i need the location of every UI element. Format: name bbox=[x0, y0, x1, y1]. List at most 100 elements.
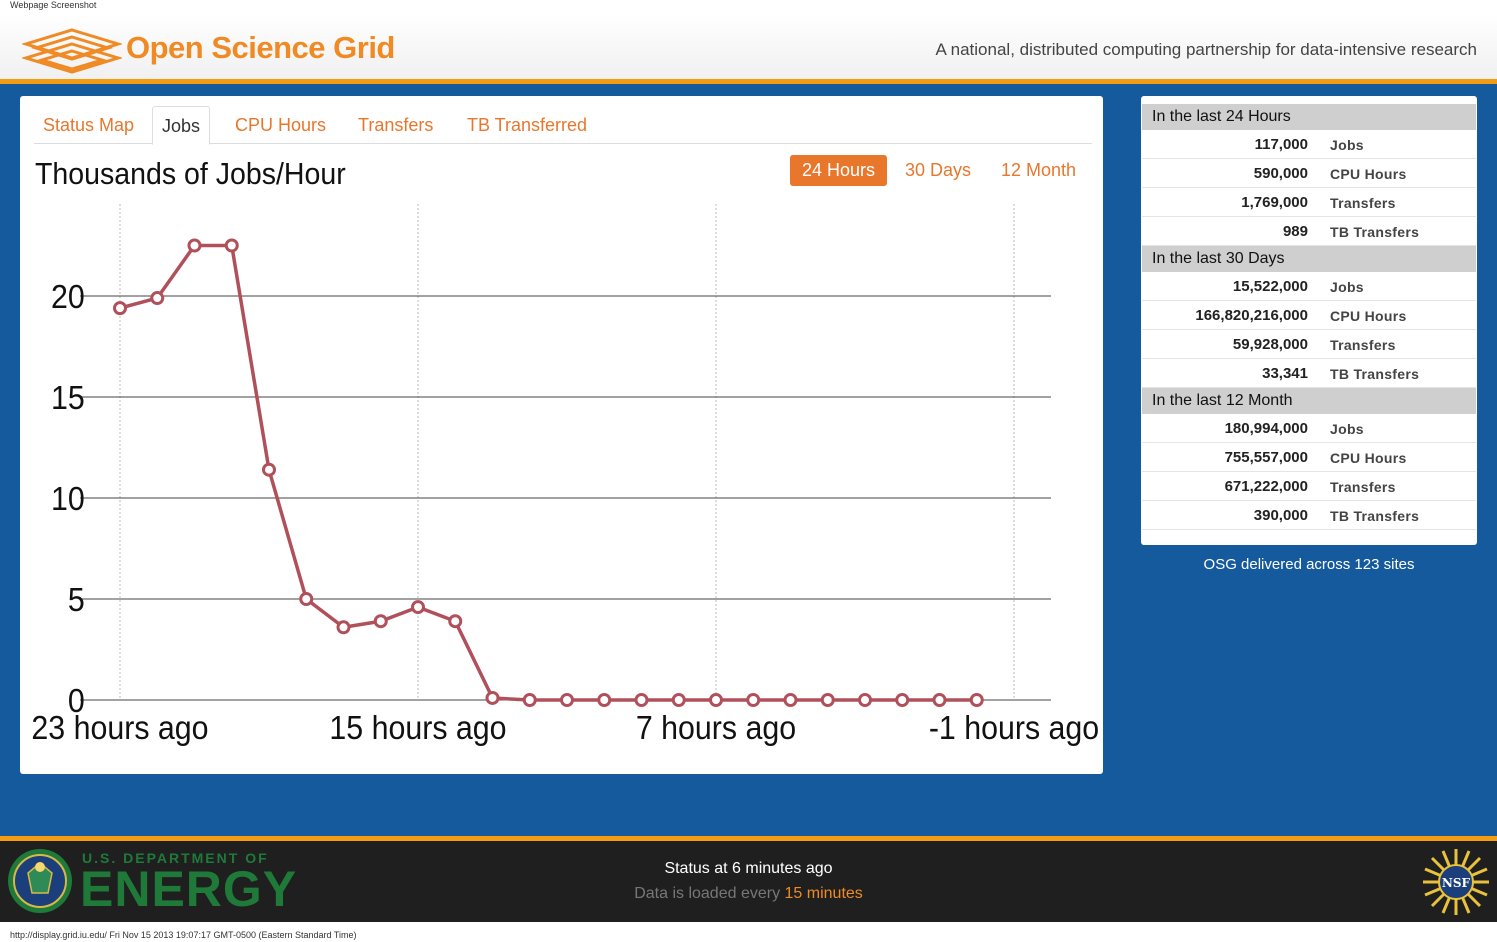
data-point bbox=[150, 291, 165, 306]
data-point bbox=[783, 693, 798, 707]
stat-label: TB Transfers bbox=[1330, 366, 1420, 382]
stat-row: 166,820,216,000 CPU Hours bbox=[1142, 301, 1476, 330]
stat-label: Jobs bbox=[1330, 279, 1364, 295]
stat-value: 989 bbox=[1282, 223, 1308, 240]
stat-value: 33,341 bbox=[1262, 365, 1308, 382]
y-tick-label: 5 bbox=[68, 581, 85, 618]
data-point bbox=[262, 462, 276, 477]
sites-note: OSG delivered across 123 sites bbox=[1203, 556, 1415, 573]
data-point bbox=[448, 614, 463, 629]
stat-label: CPU Hours bbox=[1330, 450, 1407, 466]
range-30-days-button[interactable]: 30 Days bbox=[905, 160, 972, 180]
data-point bbox=[373, 614, 388, 629]
site-header: Open Science Grid A national, distribute… bbox=[0, 14, 1497, 80]
refresh-note: Data is loaded every 15 minutes bbox=[0, 885, 1497, 903]
tab-jobs[interactable]: Jobs bbox=[152, 106, 211, 145]
data-point bbox=[522, 693, 537, 707]
nsf-logo-icon[interactable]: NSF bbox=[1421, 847, 1491, 917]
stat-row: 33,341 TB Transfers bbox=[1142, 359, 1476, 388]
stat-value: 755,557,000 bbox=[1224, 449, 1308, 466]
data-point bbox=[411, 600, 425, 615]
data-point bbox=[671, 693, 686, 707]
stat-value: 671,222,000 bbox=[1224, 478, 1308, 495]
stats-panel: In the last 24 Hours 117,000 Jobs 590,000 CP… bbox=[1141, 96, 1477, 545]
stat-row: 1,769,000 Transfers bbox=[1142, 188, 1476, 217]
tab-tb-transferred[interactable]: TB Transferred bbox=[467, 115, 588, 135]
series-line bbox=[119, 243, 977, 702]
stat-row: 989 TB Transfers bbox=[1142, 217, 1476, 246]
y-tick-label: 15 bbox=[51, 379, 85, 416]
x-tick-label: 15 hours ago bbox=[329, 709, 506, 746]
range-24-hours-button[interactable]: 24 Hours bbox=[790, 155, 888, 186]
y-tick-label: 20 bbox=[51, 278, 85, 315]
tab-cpu-hours[interactable]: CPU Hours bbox=[235, 115, 327, 135]
tab-transfers[interactable]: Transfers bbox=[358, 115, 434, 135]
screenshot-caption: Webpage Screenshot bbox=[10, 0, 97, 10]
brand-name[interactable]: Open Science Grid bbox=[126, 30, 395, 65]
stat-row: 180,994,000 Jobs bbox=[1142, 414, 1476, 443]
stat-label: CPU Hours bbox=[1330, 308, 1407, 324]
tab-bar: Status Map Jobs CPU Hours Transfers TB T… bbox=[34, 106, 1092, 145]
stats-section-heading: In the last 30 Days bbox=[1142, 246, 1476, 272]
stats-section-heading: In the last 24 Hours bbox=[1142, 104, 1476, 130]
refresh-interval: 15 minutes bbox=[784, 885, 863, 902]
data-point bbox=[820, 693, 835, 707]
stat-label: Jobs bbox=[1330, 137, 1364, 153]
stat-label: TB Transfers bbox=[1330, 224, 1420, 240]
stat-label: TB Transfers bbox=[1330, 508, 1420, 524]
stat-value: 390,000 bbox=[1253, 507, 1308, 524]
x-tick-label: -1 hours ago bbox=[929, 709, 1099, 746]
data-point bbox=[113, 301, 127, 316]
doe-department-label: U.S. DEPARTMENT OF bbox=[82, 850, 269, 866]
stat-value: 15,522,000 bbox=[1232, 278, 1308, 295]
stat-value: 117,000 bbox=[1254, 136, 1308, 153]
stat-value: 1,769,000 bbox=[1241, 194, 1308, 211]
data-point bbox=[560, 693, 574, 707]
stat-row: 390,000 TB Transfers bbox=[1142, 501, 1476, 530]
data-point bbox=[969, 693, 984, 707]
jobs-line-chart: 0 5 10 15 20 23 hours ago 15 hours ago 7 hours … bbox=[31, 204, 1099, 746]
data-point bbox=[336, 620, 351, 635]
range-12-month-button[interactable]: 12 Month bbox=[1001, 160, 1077, 180]
stat-value: 180,994,000 bbox=[1224, 420, 1308, 437]
data-point bbox=[187, 238, 202, 253]
refresh-prefix: Data is loaded every bbox=[634, 885, 785, 902]
stat-label: Transfers bbox=[1330, 337, 1396, 353]
stat-row: 671,222,000 Transfers bbox=[1142, 472, 1476, 501]
stat-row: 59,928,000 Transfers bbox=[1142, 330, 1476, 359]
site-footer: U.S. DEPARTMENT OF ENERGY Status at 6 mi… bbox=[0, 841, 1497, 922]
status-text: Status at 6 minutes ago bbox=[664, 860, 833, 877]
x-tick-label: 23 hours ago bbox=[31, 709, 208, 746]
data-point bbox=[895, 693, 910, 707]
stats-section-heading: In the last 12 Month bbox=[1142, 388, 1476, 414]
chart-title: Thousands of Jobs/Hour bbox=[35, 156, 346, 191]
y-tick-label: 0 bbox=[68, 682, 85, 719]
osg-logo-icon[interactable] bbox=[22, 26, 122, 76]
tab-status-map[interactable]: Status Map bbox=[43, 115, 135, 135]
x-tick-label: 7 hours ago bbox=[636, 709, 796, 746]
doe-seal-icon[interactable] bbox=[6, 847, 74, 915]
stat-label: CPU Hours bbox=[1330, 166, 1407, 182]
stat-value: 59,928,000 bbox=[1232, 336, 1308, 353]
y-tick-label: 10 bbox=[51, 480, 85, 517]
data-point bbox=[858, 693, 872, 707]
doe-energy-wordmark[interactable]: ENERGY bbox=[80, 861, 298, 917]
stat-label: Transfers bbox=[1330, 479, 1396, 495]
stat-row: 755,557,000 CPU Hours bbox=[1142, 443, 1476, 472]
stat-value: 590,000 bbox=[1253, 165, 1308, 182]
nsf-label: NSF bbox=[1442, 876, 1471, 890]
main-area: Status Map Jobs CPU Hours Transfers TB T… bbox=[0, 84, 1497, 836]
stat-row: 117,000 Jobs bbox=[1142, 130, 1476, 159]
data-point bbox=[746, 693, 761, 707]
tagline: A national, distributed computing partne… bbox=[935, 40, 1477, 59]
stat-row: 15,522,000 Jobs bbox=[1142, 272, 1476, 301]
stat-label: Jobs bbox=[1330, 421, 1364, 437]
footer-divider bbox=[0, 836, 1497, 841]
stat-label: Transfers bbox=[1330, 195, 1396, 211]
data-point bbox=[932, 693, 947, 707]
data-point bbox=[634, 693, 649, 707]
header-divider bbox=[0, 79, 1497, 84]
data-point bbox=[224, 238, 239, 253]
stat-value: 166,820,216,000 bbox=[1195, 307, 1308, 324]
chart-panel: Status Map Jobs CPU Hours Transfers TB T… bbox=[20, 96, 1103, 774]
